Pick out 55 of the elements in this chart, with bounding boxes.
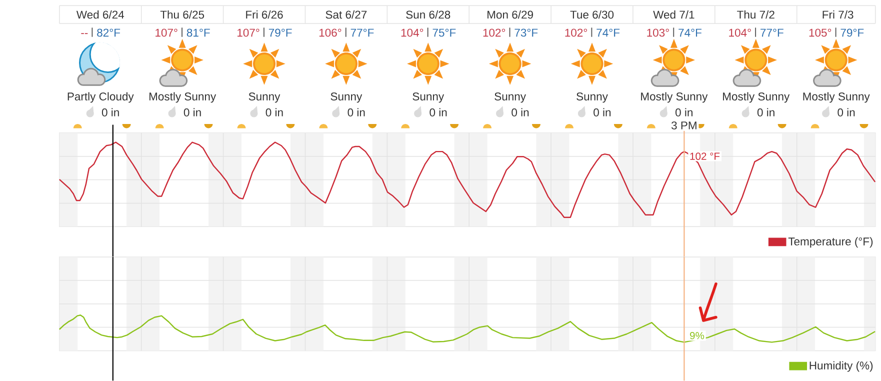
text: Sunny <box>412 92 444 103</box>
ref-line-label: 3 PM <box>671 122 696 130</box>
text: Mostly Sunny <box>803 92 870 103</box>
text: 102° <box>565 28 587 37</box>
x-tick-label: Fri 6/26 <box>246 10 283 19</box>
annotation: 102 °F <box>690 152 720 160</box>
text: 0 in <box>184 108 201 116</box>
text: 82°F <box>97 28 120 37</box>
text: 0 in <box>348 108 365 116</box>
text: Mostly Sunny <box>641 92 708 103</box>
text: 74°F <box>678 28 702 37</box>
x-tick-label: Sun 6/28 <box>406 10 450 19</box>
text: 75°F <box>432 28 456 37</box>
text: 0 in <box>594 108 611 116</box>
x-tick-label: Thu 6/25 <box>160 10 204 19</box>
text: 0 in <box>838 108 855 116</box>
x-tick-label: Wed 7/1 <box>653 10 694 19</box>
text: Partly Cloudy <box>68 92 134 103</box>
text: 0 in <box>512 108 529 116</box>
text: 103° <box>647 28 669 37</box>
text: Mostly Sunny <box>149 92 216 103</box>
text: Sunny <box>576 92 608 103</box>
x-tick-label: Thu 7/2 <box>737 10 774 19</box>
text: 81°F <box>186 28 210 37</box>
text: Sunny <box>330 92 362 103</box>
text: 105° <box>809 28 832 37</box>
text: 0 in <box>430 108 447 116</box>
x-tick-label: Wed 6/24 <box>76 10 124 19</box>
text: 104° <box>401 28 424 37</box>
text: Mostly Sunny <box>723 92 790 103</box>
text: 74°F <box>596 28 620 37</box>
annotation: 9% <box>690 332 704 340</box>
text: Sunny <box>494 92 526 103</box>
text: 0 in <box>102 108 119 116</box>
text: 107° <box>156 28 178 37</box>
text: 104° <box>729 28 751 37</box>
text: 79°F <box>840 28 864 37</box>
text: 79°F <box>268 28 292 37</box>
text: 107° <box>237 28 260 37</box>
text: 0 in <box>266 108 283 116</box>
x-tick-label: Fri 7/3 <box>822 10 854 19</box>
text: 77°F <box>760 28 784 37</box>
x-tick-label: Mon 6/29 <box>488 10 533 19</box>
legend-label: Humidity (%) <box>810 361 873 372</box>
x-tick-label: Tue 6/30 <box>570 10 614 19</box>
text: -- <box>81 33 88 34</box>
text: 73°F <box>514 28 538 37</box>
text: 106° <box>319 28 342 37</box>
x-tick-label: Sat 6/27 <box>326 10 367 19</box>
text: 0 in <box>676 108 692 116</box>
text: 0 in <box>757 108 774 116</box>
legend-label: Temperature (°F) <box>788 237 873 248</box>
text: 77°F <box>350 28 374 37</box>
text: 102° <box>483 28 506 37</box>
text: Sunny <box>248 92 280 103</box>
